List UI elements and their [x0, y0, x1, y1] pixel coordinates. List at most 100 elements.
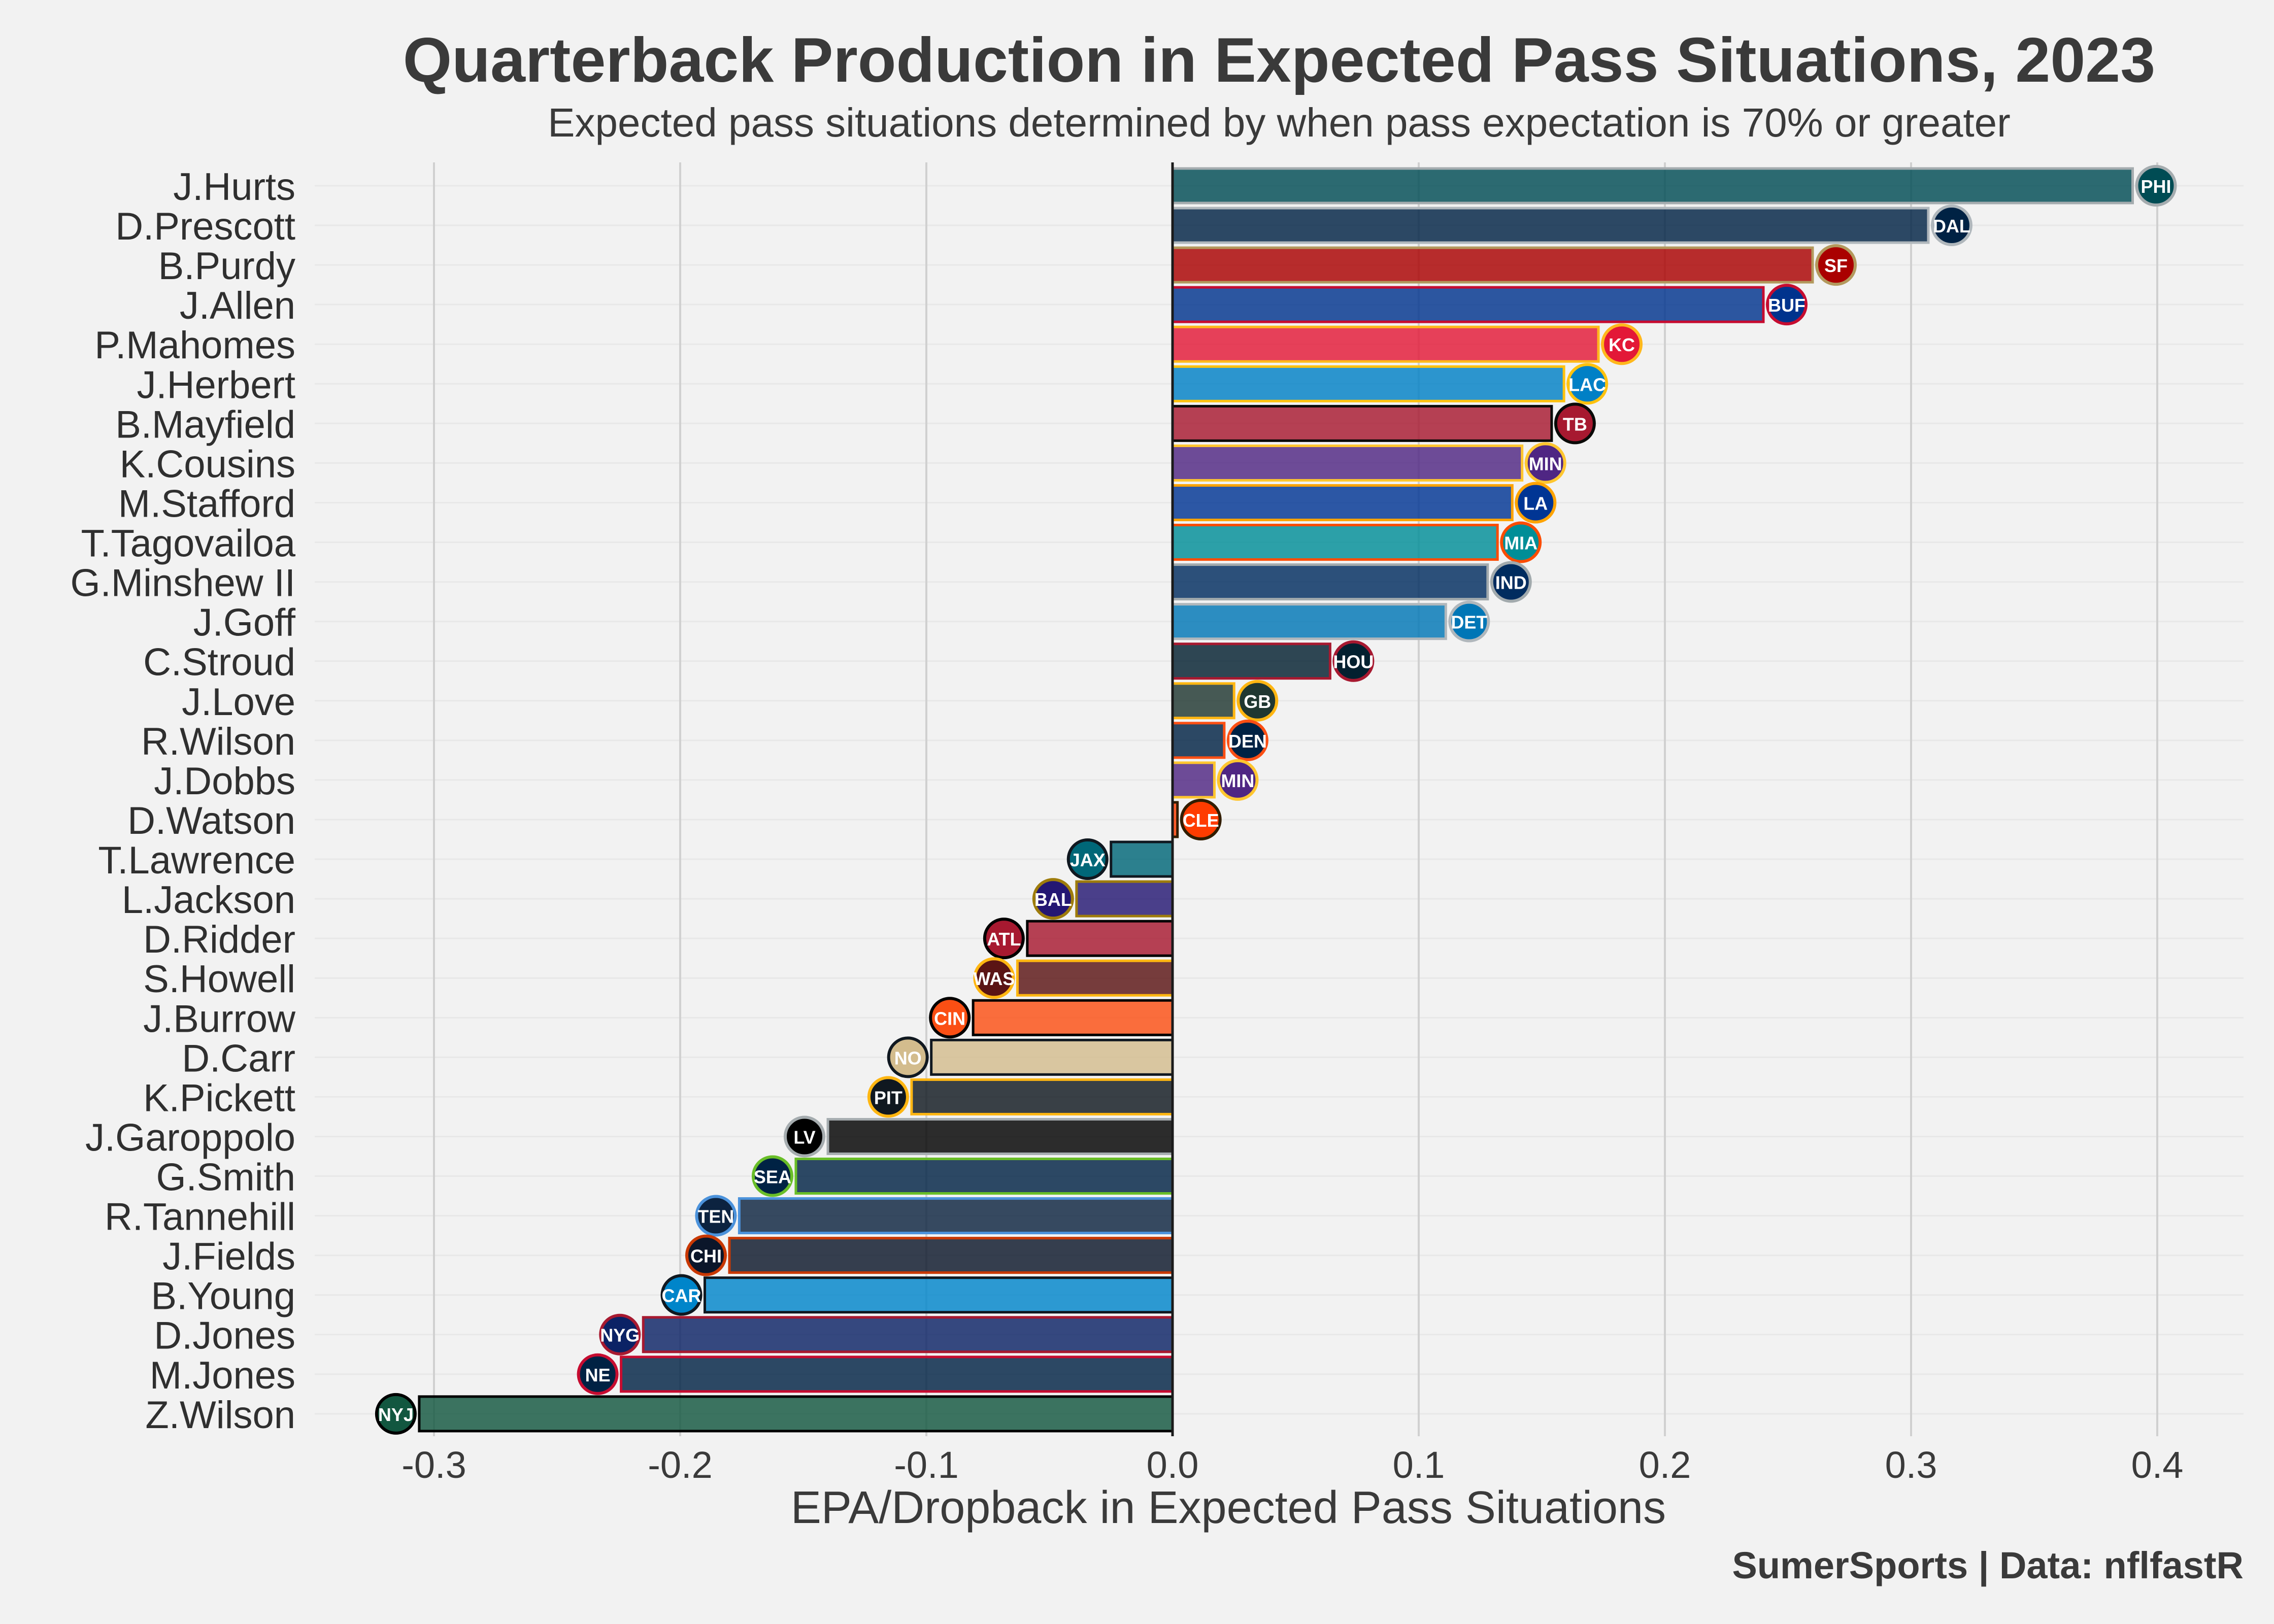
team-abbrev: WAS: [973, 968, 1015, 989]
bar: [728, 1237, 1174, 1274]
t-icon: [695, 1195, 737, 1237]
bar: [794, 1158, 1174, 1195]
x-tick-label: 0.4: [2131, 1444, 2184, 1486]
stripes-icon: [929, 997, 971, 1039]
team-abbrev: IND: [1495, 572, 1527, 593]
team-abbrev: TEN: [697, 1206, 734, 1227]
y-tick-label: L.Jackson: [122, 878, 295, 922]
x-tick-label: 0.0: [1147, 1444, 1199, 1486]
team-abbrev: CAR: [662, 1285, 701, 1306]
y-tick-label: G.Minshew II: [71, 562, 295, 605]
bar: [1171, 761, 1216, 799]
viking-icon: [1524, 442, 1566, 484]
team-abbrev: NE: [585, 1365, 611, 1385]
y-tick-label: G.Smith: [156, 1156, 296, 1199]
y-tick-label: D.Carr: [182, 1037, 295, 1080]
star-icon: [1930, 205, 1972, 247]
bar: [1171, 682, 1235, 720]
team-abbrev: CHI: [690, 1246, 722, 1267]
bar: [1075, 880, 1174, 918]
y-tick-label: J.Burrow: [143, 997, 296, 1040]
buffalo-icon: [1766, 284, 1808, 326]
bar: [642, 1316, 1174, 1354]
team-abbrev: BUF: [1768, 295, 1805, 316]
team-abbrev: JAX: [1070, 850, 1106, 870]
y-tick-label: B.Young: [151, 1275, 295, 1318]
x-tick-label: 0.2: [1639, 1444, 1691, 1486]
raider-shield-icon: [784, 1115, 825, 1158]
jets-oval-icon: [375, 1393, 417, 1435]
raven-icon: [1032, 878, 1074, 920]
y-tick-label: M.Jones: [150, 1354, 295, 1397]
patriot-icon: [577, 1353, 619, 1395]
bar: [1171, 286, 1765, 323]
chart-title: Quarterback Production in Expected Pass …: [403, 25, 2156, 95]
ny-icon: [599, 1313, 641, 1356]
bar: [1171, 722, 1226, 759]
team-abbrev: LA: [1523, 493, 1548, 514]
team-abbrev: LV: [793, 1127, 815, 1147]
flag-icon: [1554, 402, 1596, 445]
fleur-icon: [887, 1036, 929, 1078]
helmet-icon: [1180, 798, 1222, 840]
bar: [1171, 246, 1814, 284]
y-tick-label: R.Tannehill: [105, 1196, 295, 1239]
bear-icon: [685, 1234, 727, 1276]
y-tick-label: S.Howell: [143, 958, 295, 1001]
bar: [826, 1118, 1174, 1155]
jaguar-icon: [1066, 838, 1109, 881]
bar: [1171, 404, 1553, 442]
seahawk-icon: [751, 1155, 793, 1197]
eagle-icon: [2135, 165, 2177, 207]
dolphin-icon: [1500, 521, 1542, 563]
y-tick-label: B.Purdy: [158, 245, 295, 288]
arrowhead-icon: [1601, 323, 1643, 365]
bar: [620, 1356, 1174, 1393]
bull-icon: [1332, 640, 1375, 682]
bar: [738, 1197, 1174, 1235]
lion-icon: [1448, 600, 1490, 642]
chart-subtitle: Expected pass situations determined by w…: [548, 100, 2011, 145]
x-tick-label: 0.3: [1885, 1444, 1937, 1486]
viking-icon: [1217, 759, 1259, 801]
y-tick-label: D.Jones: [154, 1314, 295, 1358]
bar: [1171, 484, 1514, 521]
team-abbrev: DET: [1451, 612, 1487, 633]
y-tick-label: B.Mayfield: [115, 403, 295, 446]
x-tick-label: -0.3: [402, 1444, 466, 1486]
y-tick-label: J.Love: [182, 681, 295, 724]
y-tick-label: J.Dobbs: [154, 760, 295, 803]
sf-oval-icon: [1815, 244, 1857, 286]
bar: [1171, 207, 1930, 244]
y-tick-label: D.Prescott: [115, 205, 295, 248]
team-abbrev: PIT: [874, 1087, 902, 1108]
team-abbrev: MIA: [1504, 533, 1537, 554]
bar: [1171, 167, 2134, 205]
bar: [704, 1276, 1174, 1314]
bar: [930, 1038, 1174, 1076]
bar: [1171, 603, 1447, 640]
team-abbrev: SF: [1824, 255, 1848, 276]
team-abbrev: GB: [1244, 691, 1271, 712]
y-tick-label: J.Goff: [193, 601, 296, 645]
x-tick-label: 0.1: [1393, 1444, 1445, 1486]
bar: [1171, 325, 1600, 363]
team-abbrev: PHI: [2141, 176, 2171, 197]
bolt-icon: [1566, 363, 1609, 405]
bar: [418, 1395, 1174, 1433]
bar: [1171, 524, 1499, 561]
team-abbrev: CIN: [934, 1008, 965, 1029]
x-tick-label: -0.1: [894, 1444, 959, 1486]
x-tick-label: -0.2: [648, 1444, 713, 1486]
team-abbrev: MIN: [1221, 770, 1254, 791]
y-tick-label: P.Mahomes: [94, 324, 295, 367]
y-tick-label: T.Lawrence: [98, 839, 295, 882]
y-tick-label: J.Allen: [180, 284, 295, 327]
panther-icon: [660, 1274, 703, 1316]
team-abbrev: MIN: [1529, 453, 1562, 474]
g-icon: [1236, 680, 1279, 722]
y-tick-label: J.Garoppolo: [85, 1116, 295, 1159]
team-abbrev: BAL: [1034, 889, 1072, 910]
bar: [972, 999, 1174, 1036]
